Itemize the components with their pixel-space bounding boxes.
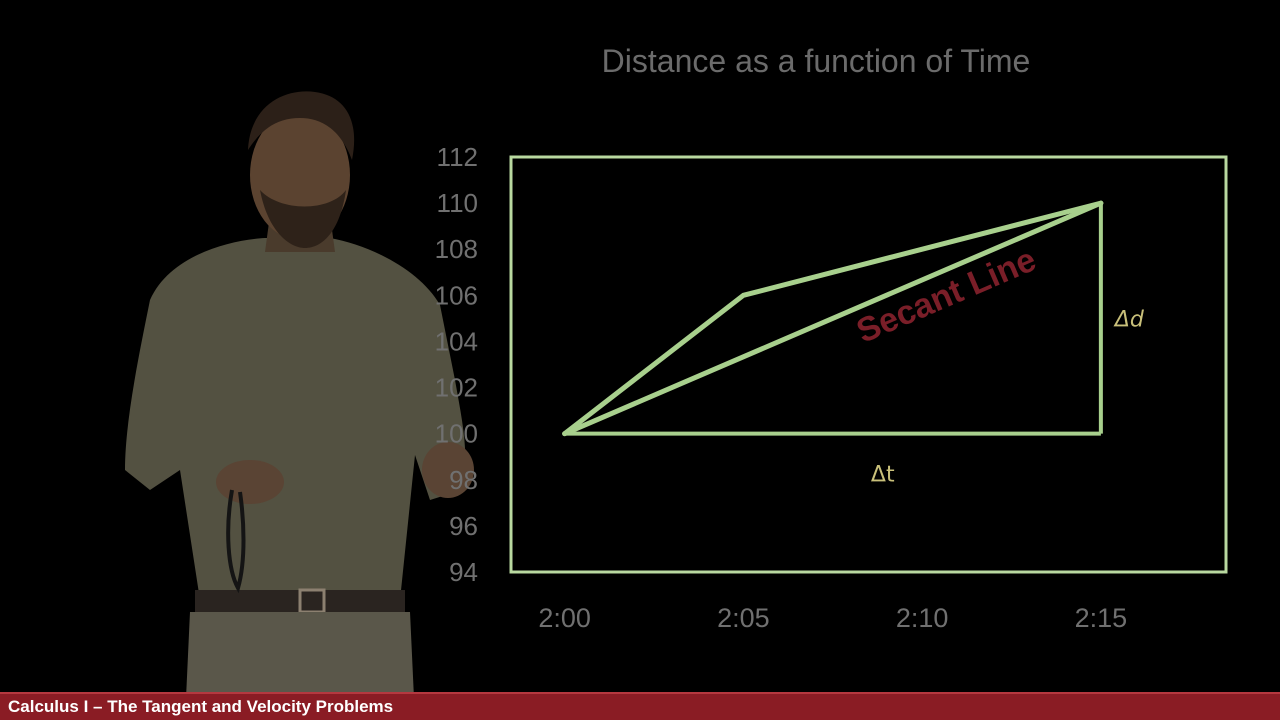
y-tick-label: 112 bbox=[437, 142, 478, 172]
footer-bar: Calculus I – The Tangent and Velocity Pr… bbox=[0, 692, 1280, 720]
y-tick-label: 104 bbox=[435, 326, 478, 356]
y-tick-label: 102 bbox=[435, 373, 478, 403]
x-tick-label: 2:10 bbox=[896, 603, 949, 633]
x-axis-ticks: 2:00 2:05 2:10 2:15 bbox=[538, 603, 1127, 633]
y-tick-label: 106 bbox=[435, 280, 478, 310]
y-axis-ticks: 94 96 98 100 102 104 106 108 110 112 bbox=[435, 142, 478, 587]
delta-d-label: Δd bbox=[1113, 307, 1145, 332]
plot-marks bbox=[562, 200, 1104, 437]
delta-t-label: Δt bbox=[871, 463, 895, 488]
x-tick-label: 2:00 bbox=[538, 603, 591, 633]
secant-line bbox=[562, 200, 1104, 437]
y-tick-label: 98 bbox=[449, 465, 478, 495]
y-tick-label: 110 bbox=[437, 188, 478, 218]
y-tick-label: 96 bbox=[449, 511, 478, 541]
x-tick-label: 2:15 bbox=[1075, 603, 1128, 633]
course-title: Calculus I – The Tangent and Velocity Pr… bbox=[8, 697, 394, 716]
x-tick-label: 2:05 bbox=[717, 603, 770, 633]
y-tick-label: 100 bbox=[435, 419, 478, 449]
y-tick-label: 108 bbox=[435, 234, 478, 264]
y-tick-label: 94 bbox=[449, 557, 478, 587]
chart-title: Distance as a function of Time bbox=[602, 43, 1031, 79]
plot-frame bbox=[509, 155, 1228, 574]
distance-curve bbox=[562, 200, 1104, 437]
